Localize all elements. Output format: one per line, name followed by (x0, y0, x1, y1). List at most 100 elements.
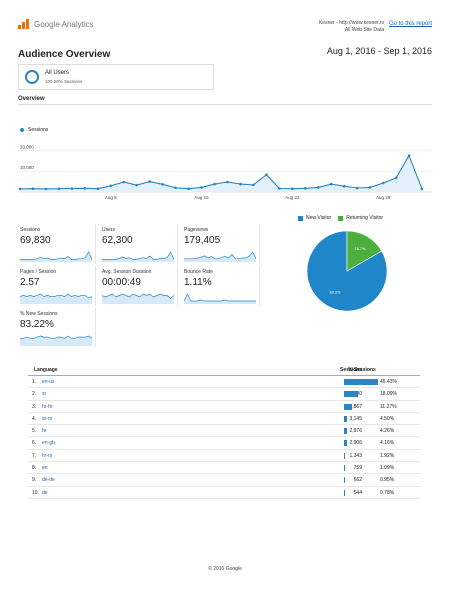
data-point[interactable] (420, 187, 424, 191)
sessions-line-chart[interactable]: 20,000 10,000 Aug 8 Aug 15 Aug 22 Aug 29 (18, 136, 432, 208)
overview-divider (18, 104, 432, 105)
data-point[interactable] (381, 181, 385, 185)
row-language-link[interactable]: de-de (42, 477, 55, 484)
segment-name: All Users (45, 70, 70, 76)
row-rank: 7. (32, 452, 37, 459)
footer-copyright: © 2016 Google (208, 566, 242, 572)
report-source-site: Kesner - http://www.kesner.rs (318, 20, 384, 26)
data-point[interactable] (213, 182, 216, 186)
row-language-link[interactable]: sr-rs (42, 415, 52, 422)
metric-sparkline (102, 251, 174, 262)
metric-label: Users (102, 227, 116, 233)
data-point[interactable] (57, 187, 61, 190)
metric-value: 00:00:49 (102, 277, 141, 288)
metric-tile[interactable]: Bounce Rate 1.11% (182, 266, 260, 306)
data-point[interactable] (329, 182, 333, 186)
metric-sparkline (20, 335, 92, 346)
row-sessions: 759 (353, 465, 362, 472)
metric-tile[interactable]: Sessions 69,830 (18, 224, 96, 264)
metric-divider (177, 266, 178, 306)
data-point[interactable] (200, 186, 203, 189)
data-point[interactable] (407, 154, 411, 157)
visitor-type-pie-chart[interactable]: 83.3% 16.7% (306, 230, 388, 312)
legend-returning-visitor[interactable]: Returning Visitor (338, 215, 383, 221)
language-table-header: Language Sessions % Sessions (28, 366, 420, 376)
data-point[interactable] (278, 187, 281, 190)
row-pct-bar (344, 452, 346, 459)
row-pct-bar (344, 477, 345, 484)
data-point[interactable] (31, 187, 35, 190)
row-rank: 9. (32, 477, 37, 484)
row-pct-bar (344, 428, 348, 435)
metric-tile[interactable]: % New Sessions 83.22% (18, 308, 96, 348)
new-visitor-swatch (298, 215, 303, 221)
row-pct: 4.26% (380, 428, 395, 435)
data-point[interactable] (18, 187, 22, 191)
row-language-link[interactable]: en-gb (42, 440, 55, 447)
data-point[interactable] (317, 186, 320, 189)
pie-legend: New Visitor Returning Visitor (298, 215, 390, 221)
data-point[interactable] (291, 187, 294, 190)
row-language-link[interactable]: hr (42, 428, 47, 435)
sparkline-area (20, 294, 92, 304)
data-point[interactable] (342, 184, 346, 188)
row-language-link[interactable]: en-us (42, 379, 55, 385)
metric-label: Sessions (20, 227, 41, 233)
data-point[interactable] (252, 183, 255, 187)
row-language-link[interactable]: en (42, 465, 48, 472)
data-point[interactable] (265, 173, 268, 176)
row-language-link[interactable]: hr-hr (42, 403, 53, 410)
data-point[interactable] (394, 176, 398, 180)
segment-selector[interactable]: All Users 100.00% Sessions (18, 64, 214, 90)
legend-new-visitor[interactable]: New Visitor (298, 215, 331, 221)
data-point[interactable] (368, 186, 372, 189)
metric-tile[interactable]: Pageviews 179,405 (182, 224, 260, 264)
sparkline-area (20, 252, 92, 262)
row-pct: 4.50% (380, 415, 395, 422)
language-column-header: Language (34, 367, 58, 373)
pie-slice[interactable] (346, 230, 383, 272)
table-row: 8. en 759 1.09% (28, 462, 420, 475)
data-point[interactable] (187, 187, 190, 190)
metric-label: Bounce Rate (184, 269, 213, 275)
metric-tile[interactable]: Users 62,300 (100, 224, 178, 264)
row-sessions: 7,867 (349, 403, 362, 410)
metric-label: Pages / Session (20, 269, 57, 275)
series-area (20, 155, 422, 192)
data-point[interactable] (96, 187, 100, 190)
row-pct: 0.95% (380, 477, 395, 484)
returning-visitor-label: Returning Visitor (346, 215, 384, 221)
go-to-report-link[interactable]: Go to this report (388, 21, 432, 27)
row-language-link[interactable]: sr (42, 391, 47, 398)
metric-grid: Sessions 69,830 Users 62,300 Pageviews 179,40… (18, 224, 264, 348)
data-point[interactable] (109, 184, 113, 188)
data-point[interactable] (161, 183, 164, 186)
metric-tile[interactable]: Pages / Session 2.57 (18, 266, 96, 306)
sessions-legend[interactable]: Sessions (20, 127, 48, 133)
data-point[interactable] (304, 187, 307, 190)
metric-value: 83.22% (20, 319, 54, 330)
row-pct: 1.09% (380, 465, 395, 472)
data-point[interactable] (83, 187, 87, 190)
data-point[interactable] (135, 183, 138, 187)
data-point[interactable] (174, 186, 177, 190)
metric-tile[interactable]: Avg. Session Duration 00:00:49 (100, 266, 178, 306)
data-point[interactable] (226, 180, 229, 184)
sparkline-area (102, 252, 174, 262)
date-range[interactable]: Aug 1, 2016 - Sep 1, 2016 (326, 46, 432, 56)
sparkline-area (184, 252, 256, 262)
row-language-link[interactable]: de (42, 489, 48, 496)
row-rank: 5. (32, 428, 37, 435)
sessions-legend-label: Sessions (28, 127, 49, 133)
data-point[interactable] (148, 180, 151, 183)
sparkline-line (20, 335, 92, 339)
data-point[interactable] (355, 186, 359, 190)
row-language-link[interactable]: hr-rs (42, 452, 53, 459)
data-point[interactable] (44, 187, 48, 191)
data-point[interactable] (239, 182, 242, 186)
data-point[interactable] (122, 180, 125, 184)
table-row: 6. en-gb 2,906 4.16% (28, 437, 420, 450)
report-header: Google Analytics Kesner - http://www.kes… (18, 14, 432, 38)
data-point[interactable] (70, 187, 74, 190)
row-pct-bar (344, 489, 345, 496)
